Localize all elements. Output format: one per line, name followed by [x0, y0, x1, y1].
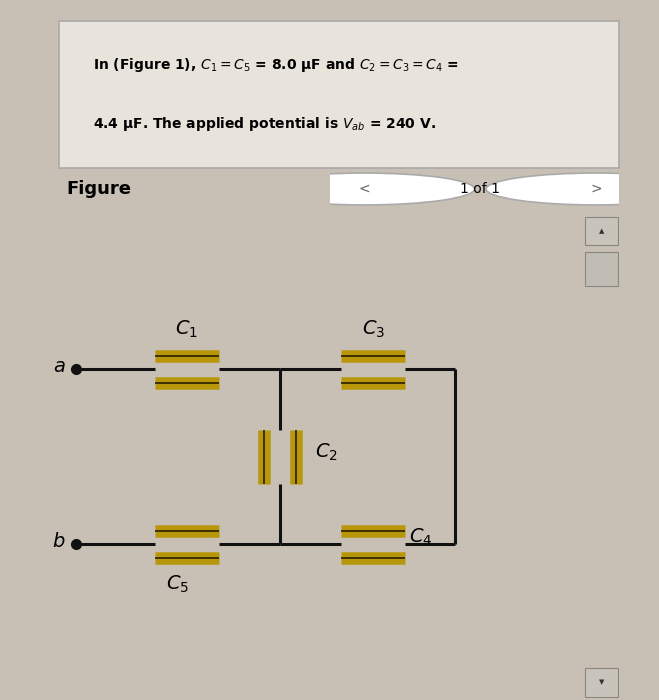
- Text: $a$: $a$: [53, 358, 65, 376]
- Circle shape: [254, 173, 474, 205]
- Text: In (Figure 1), $C_1 = C_5$ = 8.0 μF and $C_2 = C_3 = C_4$ =: In (Figure 1), $C_1 = C_5$ = 8.0 μF and …: [93, 56, 459, 74]
- FancyBboxPatch shape: [59, 21, 619, 168]
- Text: 1 of 1: 1 of 1: [460, 182, 500, 196]
- Text: $b$: $b$: [52, 533, 65, 552]
- Text: >: >: [590, 182, 602, 196]
- Circle shape: [486, 173, 659, 205]
- Text: $C_5$: $C_5$: [166, 573, 189, 595]
- Bar: [585, 668, 617, 696]
- Text: $C_2$: $C_2$: [315, 441, 338, 463]
- Text: $C_1$: $C_1$: [175, 318, 198, 340]
- Text: Figure: Figure: [66, 180, 131, 198]
- Bar: [585, 253, 617, 286]
- Text: ▼: ▼: [598, 680, 604, 685]
- Text: $C_3$: $C_3$: [362, 318, 385, 340]
- Text: $C_4$: $C_4$: [409, 526, 433, 547]
- Text: 4.4 μF. The applied potential is $V_{ab}$ = 240 V.: 4.4 μF. The applied potential is $V_{ab}…: [93, 115, 436, 133]
- Bar: [585, 217, 617, 245]
- Text: ▲: ▲: [598, 228, 604, 234]
- Text: <: <: [358, 182, 370, 196]
